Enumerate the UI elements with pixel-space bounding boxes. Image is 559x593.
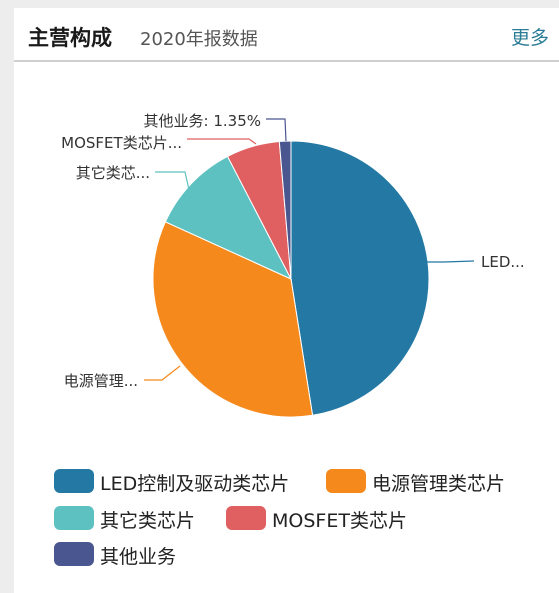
legend-label: MOSFET类芯片 xyxy=(272,510,407,532)
legend-label: 电源管理类芯片 xyxy=(372,473,506,495)
legend-label: 其它类芯片 xyxy=(100,510,196,532)
callout-line-0 xyxy=(426,260,475,263)
slice-label-2: 其它类芯... xyxy=(76,164,150,182)
pie-chart: LED... 电源管理... 其它类芯... MOSFET类芯片... 其他业务: 1.… xyxy=(61,112,525,418)
slice-label-1: 电源管理... xyxy=(64,372,138,390)
main-composition-card: 主营构成 2020年报数据 更多 LED... 电源管理... 其它类芯... MOS… xyxy=(14,8,559,593)
legend-swatch xyxy=(54,469,94,493)
pie-slice-2[interactable] xyxy=(164,155,293,281)
slice-label-3: MOSFET类芯片... xyxy=(61,134,182,152)
legend-label: 其他业务 xyxy=(100,546,177,568)
legend-swatch xyxy=(54,542,94,566)
pie-slice-4[interactable] xyxy=(278,140,292,280)
callout-line-2 xyxy=(155,171,191,195)
more-link[interactable]: 更多 xyxy=(510,27,549,49)
pie-slice-0[interactable] xyxy=(290,140,430,416)
slice-label-0: LED... xyxy=(481,253,525,271)
card-subtitle: 2020年报数据 xyxy=(140,29,258,50)
card-header: 主营构成 2020年报数据 更多 xyxy=(14,8,559,62)
legend-swatch xyxy=(54,506,94,530)
callout-line-1 xyxy=(144,365,181,381)
legend-label: LED控制及驱动类芯片 xyxy=(100,473,290,495)
chart-legend: LED控制及驱动类芯片 电源管理类芯片其它类芯片 MOSFET类芯片其他业务 xyxy=(14,8,559,593)
callout-line-3 xyxy=(187,138,257,145)
legend-swatch xyxy=(226,506,266,530)
legend-swatch xyxy=(326,469,366,493)
callout-line-4 xyxy=(266,118,287,142)
card-title: 主营构成 xyxy=(28,26,112,50)
pie-slice-1[interactable] xyxy=(152,221,314,418)
slice-label-4: 其他业务: 1.35% xyxy=(144,112,261,130)
